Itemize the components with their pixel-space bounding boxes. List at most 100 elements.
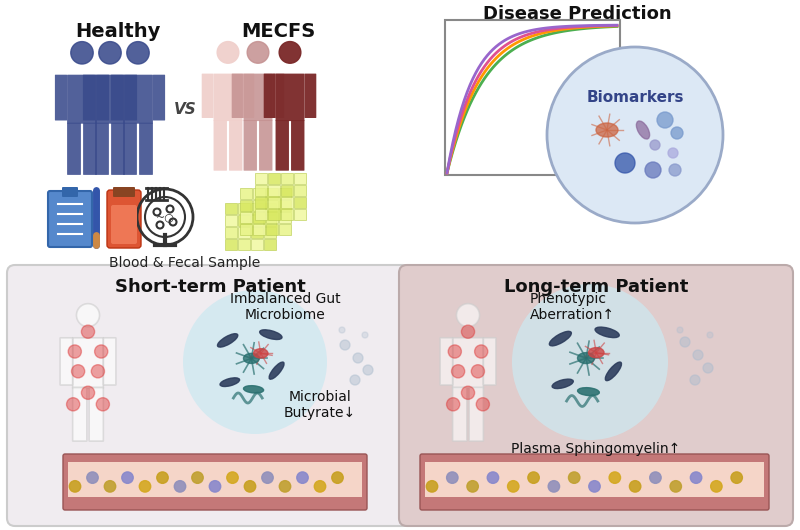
Bar xyxy=(253,200,265,211)
Bar xyxy=(255,209,267,220)
Circle shape xyxy=(91,365,105,378)
Text: Microbial
Butyrate↓: Microbial Butyrate↓ xyxy=(284,390,356,420)
Bar xyxy=(279,200,291,211)
Circle shape xyxy=(297,472,308,483)
FancyBboxPatch shape xyxy=(111,75,123,120)
Circle shape xyxy=(332,472,343,483)
Circle shape xyxy=(262,472,274,483)
Text: Long-term Patient: Long-term Patient xyxy=(504,278,688,296)
Text: MECFS: MECFS xyxy=(241,22,315,41)
Circle shape xyxy=(474,345,488,358)
Circle shape xyxy=(314,481,326,492)
Bar xyxy=(294,209,306,220)
FancyBboxPatch shape xyxy=(243,74,273,121)
Circle shape xyxy=(703,363,713,373)
Circle shape xyxy=(363,365,373,375)
Circle shape xyxy=(645,162,661,178)
Bar xyxy=(281,197,293,208)
Ellipse shape xyxy=(595,327,619,338)
FancyBboxPatch shape xyxy=(453,387,467,441)
Circle shape xyxy=(710,481,722,492)
FancyBboxPatch shape xyxy=(7,265,411,526)
FancyBboxPatch shape xyxy=(202,74,214,118)
Ellipse shape xyxy=(596,123,618,137)
FancyBboxPatch shape xyxy=(243,120,257,171)
FancyBboxPatch shape xyxy=(214,74,242,121)
Ellipse shape xyxy=(269,362,284,379)
FancyBboxPatch shape xyxy=(63,454,367,510)
Ellipse shape xyxy=(254,349,268,358)
Circle shape xyxy=(353,353,363,363)
Circle shape xyxy=(210,481,221,492)
FancyBboxPatch shape xyxy=(67,75,97,123)
Ellipse shape xyxy=(552,379,574,388)
Bar xyxy=(425,462,764,497)
FancyBboxPatch shape xyxy=(103,338,116,385)
Bar xyxy=(268,209,280,220)
Ellipse shape xyxy=(578,387,599,395)
Bar xyxy=(253,212,265,223)
Circle shape xyxy=(448,345,462,358)
Circle shape xyxy=(426,481,438,492)
Bar xyxy=(255,185,267,196)
FancyBboxPatch shape xyxy=(89,387,103,441)
Circle shape xyxy=(71,365,85,378)
Bar xyxy=(240,200,252,211)
Ellipse shape xyxy=(550,331,571,346)
FancyBboxPatch shape xyxy=(214,120,227,171)
Bar xyxy=(281,185,293,196)
FancyBboxPatch shape xyxy=(242,74,254,118)
Circle shape xyxy=(650,472,661,483)
Circle shape xyxy=(487,472,498,483)
Ellipse shape xyxy=(636,121,650,139)
Bar xyxy=(68,462,362,497)
Bar xyxy=(225,203,237,214)
Bar xyxy=(225,239,237,250)
Text: Healthy: Healthy xyxy=(75,22,161,41)
FancyBboxPatch shape xyxy=(453,338,483,388)
Circle shape xyxy=(94,345,108,358)
Circle shape xyxy=(457,304,479,327)
Circle shape xyxy=(451,365,465,378)
Circle shape xyxy=(512,284,668,440)
Ellipse shape xyxy=(220,378,239,386)
Text: Short-term Patient: Short-term Patient xyxy=(114,278,306,296)
Bar xyxy=(240,188,252,199)
Bar xyxy=(279,224,291,235)
Circle shape xyxy=(104,481,116,492)
Bar xyxy=(268,185,280,196)
FancyBboxPatch shape xyxy=(273,74,284,118)
Circle shape xyxy=(650,140,660,150)
FancyBboxPatch shape xyxy=(259,120,273,171)
Circle shape xyxy=(548,481,559,492)
Circle shape xyxy=(476,398,490,411)
Bar xyxy=(281,209,293,220)
FancyBboxPatch shape xyxy=(125,75,137,120)
Bar xyxy=(238,239,250,250)
Circle shape xyxy=(668,148,678,158)
Circle shape xyxy=(70,41,93,64)
Circle shape xyxy=(680,337,690,347)
Circle shape xyxy=(82,386,94,399)
Circle shape xyxy=(671,127,683,139)
Bar xyxy=(251,203,263,214)
Ellipse shape xyxy=(243,354,259,364)
Bar xyxy=(238,215,250,226)
FancyBboxPatch shape xyxy=(113,187,135,197)
FancyBboxPatch shape xyxy=(275,74,305,121)
Circle shape xyxy=(126,41,149,64)
FancyBboxPatch shape xyxy=(111,123,125,175)
Bar xyxy=(268,173,280,184)
Circle shape xyxy=(192,472,203,483)
Circle shape xyxy=(528,472,539,483)
FancyBboxPatch shape xyxy=(123,123,137,175)
FancyBboxPatch shape xyxy=(305,74,316,118)
Text: Disease Prediction: Disease Prediction xyxy=(483,5,672,23)
Circle shape xyxy=(77,304,99,327)
FancyBboxPatch shape xyxy=(229,120,242,171)
Circle shape xyxy=(70,481,81,492)
Bar xyxy=(264,203,276,214)
Text: ~○: ~○ xyxy=(155,212,174,222)
Bar xyxy=(264,227,276,238)
Ellipse shape xyxy=(606,362,622,381)
